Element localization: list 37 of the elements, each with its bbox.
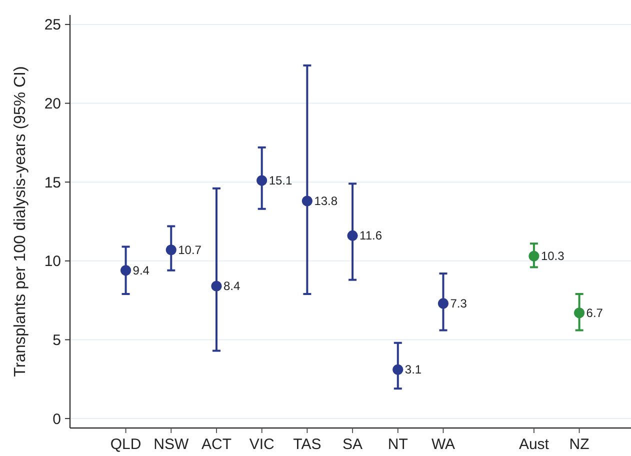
x-tick-label: Aust <box>518 436 550 453</box>
point <box>120 265 132 276</box>
data-label: 3.1 <box>404 362 422 377</box>
y-tick-label: 25 <box>44 16 61 34</box>
data-label: 13.8 <box>314 194 338 208</box>
y-tick-label: 0 <box>52 410 61 428</box>
point <box>438 298 449 309</box>
y-tick-label: 15 <box>44 174 61 192</box>
x-tick-label: VIC <box>249 436 274 453</box>
x-tick-label: NSW <box>154 436 190 453</box>
y-axis-title: Transplants per 100 dialysis-years (95% CI) <box>12 66 29 377</box>
data-label: 10.3 <box>540 249 565 264</box>
data-label: 7.3 <box>450 296 468 310</box>
y-tick-label: 20 <box>44 96 61 113</box>
point <box>347 230 358 241</box>
data-label: 10.7 <box>178 242 202 257</box>
data-label: 9.4 <box>132 263 150 278</box>
data-label: 11.6 <box>360 228 382 243</box>
x-tick-label: ACT <box>201 436 232 453</box>
x-tick-label: WA <box>431 436 456 453</box>
point <box>256 175 268 186</box>
point <box>574 308 585 318</box>
data-label: 8.4 <box>223 279 240 294</box>
point <box>392 364 404 375</box>
point <box>302 196 312 206</box>
x-tick-label: NT <box>388 436 408 453</box>
data-label: 15.1 <box>268 174 293 188</box>
y-tick-label: 5 <box>52 332 61 349</box>
x-tick-label: QLD <box>110 436 142 453</box>
x-tick-label: NZ <box>569 436 590 453</box>
x-tick-label: SA <box>342 436 363 453</box>
point <box>211 280 222 292</box>
point <box>166 244 176 256</box>
x-tick-label: TAS <box>293 436 322 453</box>
point <box>528 250 540 262</box>
data-label: 6.7 <box>586 306 604 320</box>
y-tick-label: 10 <box>44 253 61 270</box>
